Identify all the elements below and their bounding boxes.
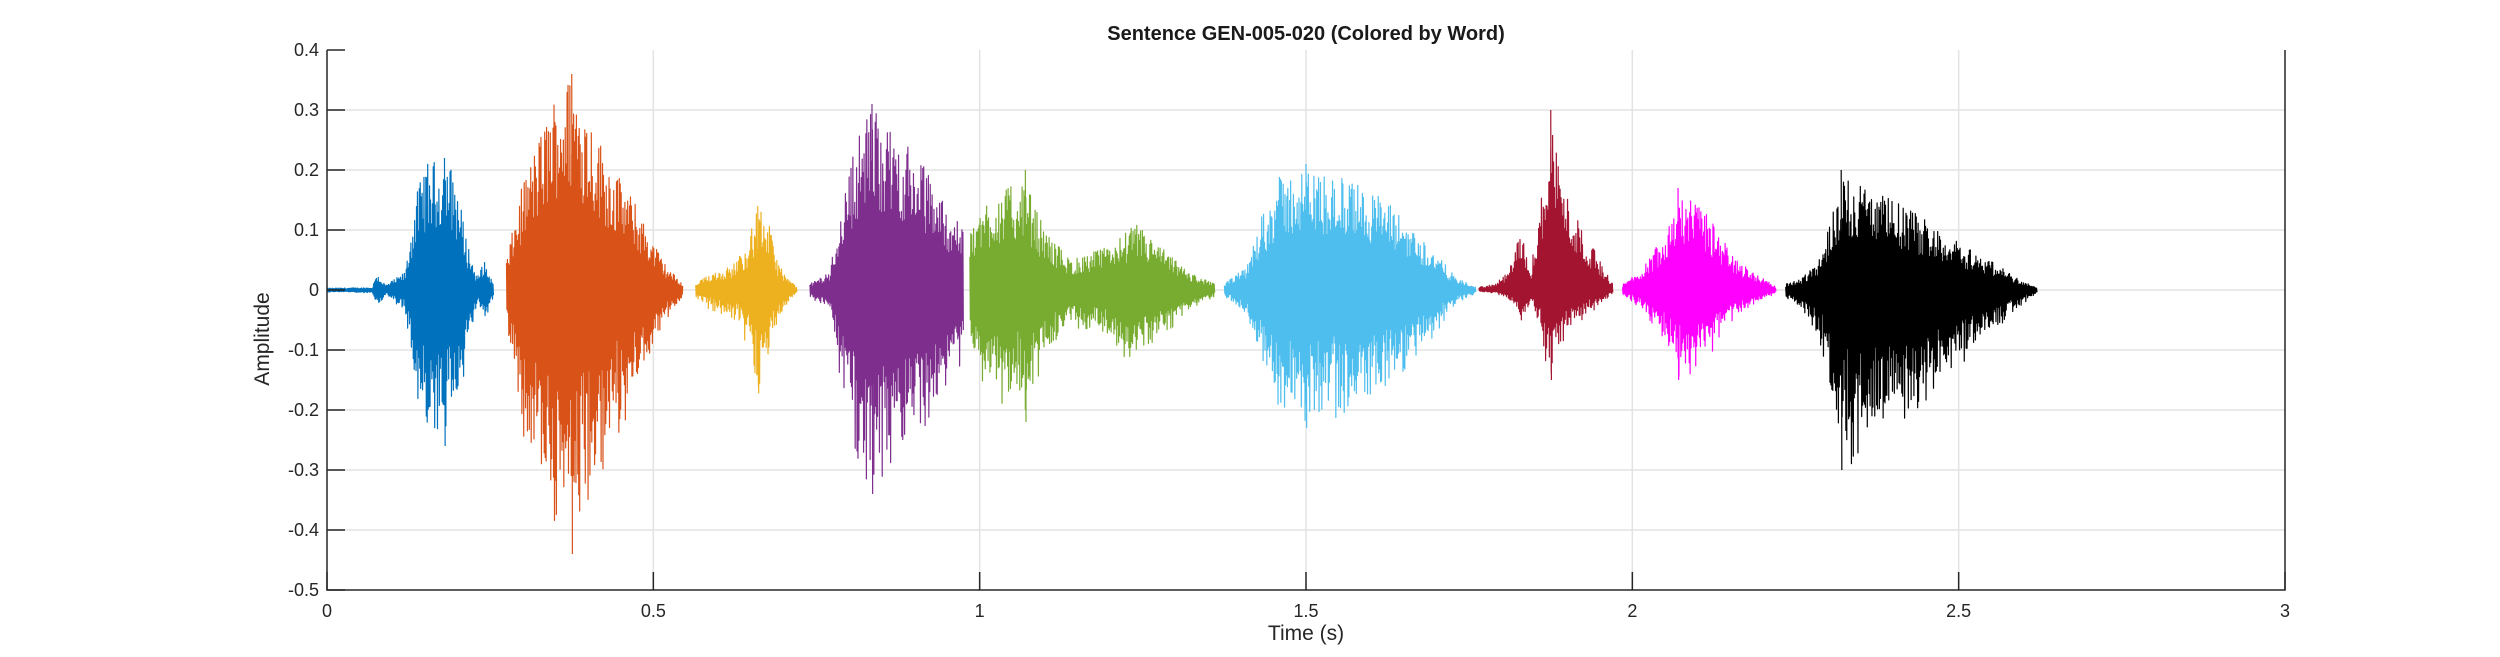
waveform-plot-area xyxy=(326,73,2038,555)
word-segment-9 xyxy=(1785,169,2038,471)
y-tick-label: -0.5 xyxy=(288,580,319,600)
x-axis-label: Time (s) xyxy=(1268,622,1344,645)
word-segment-4 xyxy=(809,103,964,495)
y-tick-label: -0.3 xyxy=(288,460,319,480)
y-tick-label: -0.4 xyxy=(288,520,319,540)
y-ticks: 0.4 0.3 0.2 0.1 0 -0.1 -0.2 -0.3 -0.4 -0.5 xyxy=(288,40,345,600)
x-tick-label: 1.5 xyxy=(1293,601,1318,621)
y-tick-label: 0.4 xyxy=(294,40,319,60)
y-tick-label: 0.1 xyxy=(294,220,319,240)
x-tick-label: 1 xyxy=(975,601,985,621)
word-segment-8 xyxy=(1621,187,1777,381)
word-segment-6 xyxy=(1223,163,1477,429)
y-tick-label: -0.1 xyxy=(288,340,319,360)
word-segment-7 xyxy=(1478,109,1614,381)
word-segment-5 xyxy=(969,169,1216,423)
word-segment-1 xyxy=(326,157,495,447)
x-tick-label: 3 xyxy=(2280,601,2290,621)
word-segment-2 xyxy=(505,73,684,555)
y-tick-label: 0 xyxy=(309,280,319,300)
y-tick-label: 0.2 xyxy=(294,160,319,180)
x-ticks: 0 0.5 1 1.5 2 2.5 3 xyxy=(322,572,2290,621)
y-axis-label: Amplitude xyxy=(251,292,274,385)
y-tick-label: -0.2 xyxy=(288,400,319,420)
x-tick-label: 0 xyxy=(322,601,332,621)
x-tick-label: 0.5 xyxy=(641,601,666,621)
word-segment-3 xyxy=(695,205,798,394)
x-tick-label: 2 xyxy=(1627,601,1637,621)
x-tick-label: 2.5 xyxy=(1946,601,1971,621)
y-tick-label: 0.3 xyxy=(294,100,319,120)
chart-title: Sentence GEN-005-020 (Colored by Word) xyxy=(1107,23,1505,45)
